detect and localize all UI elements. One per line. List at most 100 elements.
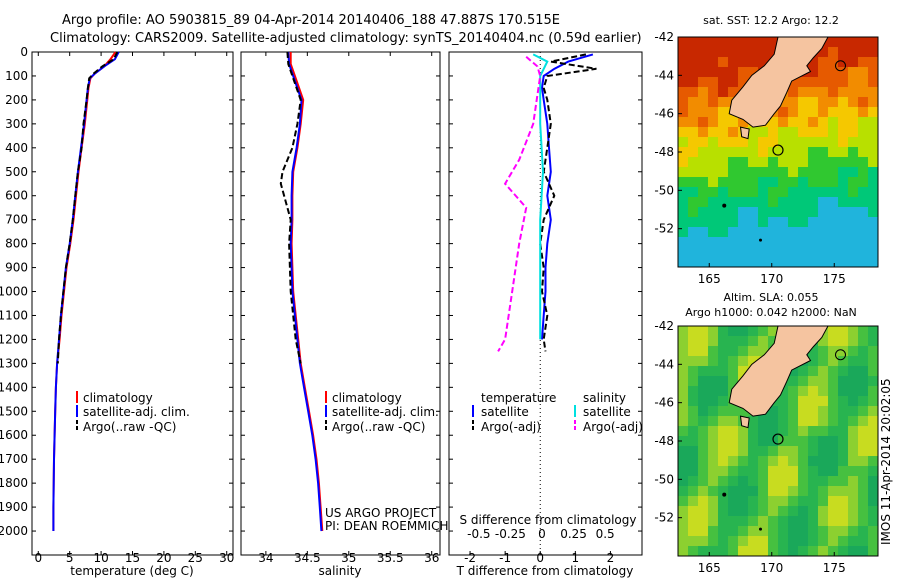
map-cell xyxy=(818,506,829,517)
map-cell xyxy=(808,107,819,118)
map-cell xyxy=(818,177,829,188)
series-line xyxy=(289,52,324,532)
map-cell xyxy=(858,366,869,377)
map-cell xyxy=(738,546,749,557)
map-cell xyxy=(728,476,739,487)
map-cell xyxy=(848,187,859,198)
map-cell xyxy=(848,257,859,268)
map-cell xyxy=(758,456,769,467)
map-cell xyxy=(678,137,689,148)
map-cell xyxy=(708,137,719,148)
map-cell xyxy=(678,516,689,527)
map-cell xyxy=(828,546,839,557)
map-cell xyxy=(738,207,749,218)
map-cell xyxy=(678,336,689,347)
map-cell xyxy=(748,147,759,158)
y-tick-label: 1000 xyxy=(0,285,28,299)
map-cell xyxy=(858,396,869,407)
map-cell xyxy=(678,127,689,138)
map-cell xyxy=(698,546,709,557)
map-cell xyxy=(828,386,839,397)
legend-label: satellite xyxy=(583,405,631,419)
map-cell xyxy=(738,436,749,447)
series-line xyxy=(279,51,302,364)
map-cell xyxy=(848,67,859,78)
map-cell xyxy=(868,257,879,268)
map-cell xyxy=(728,416,739,427)
map-cell xyxy=(698,516,709,527)
map-cell xyxy=(838,366,849,377)
map-cell xyxy=(708,356,719,367)
map-cell xyxy=(718,47,729,58)
map-cell xyxy=(688,346,699,357)
map-cell xyxy=(828,107,839,118)
map-cell xyxy=(688,406,699,417)
map-cell xyxy=(828,247,839,258)
map-cell xyxy=(678,506,689,517)
map-cell xyxy=(868,207,879,218)
map-cell xyxy=(728,57,739,68)
map-cell xyxy=(718,536,729,547)
map-cell xyxy=(818,257,829,268)
x-tick-label: 34.5 xyxy=(294,551,321,565)
map-cell xyxy=(708,546,719,557)
map-cell xyxy=(768,137,779,148)
map-cell xyxy=(828,177,839,188)
map-cell xyxy=(708,486,719,497)
map-cell xyxy=(838,506,849,517)
map-cell xyxy=(758,486,769,497)
map-cell xyxy=(808,366,819,377)
map-cell xyxy=(678,87,689,98)
map-cell xyxy=(708,526,719,537)
map-cell xyxy=(838,466,849,477)
x-tick-label: 15 xyxy=(125,551,140,565)
map-cell xyxy=(818,137,829,148)
map-cell xyxy=(798,416,809,427)
map-cell xyxy=(828,536,839,547)
map-cell xyxy=(818,436,829,447)
map-cell xyxy=(688,476,699,487)
map-cell xyxy=(808,486,819,497)
map-cell xyxy=(798,197,809,208)
map-cell xyxy=(678,37,689,48)
map-cell xyxy=(808,217,819,228)
map-cell xyxy=(738,147,749,158)
map-cell xyxy=(828,516,839,527)
map-cell xyxy=(838,47,849,58)
map-cell xyxy=(828,506,839,517)
y-tick-label: 600 xyxy=(5,189,28,203)
map-cell xyxy=(798,167,809,178)
map-cell xyxy=(758,536,769,547)
map-cell xyxy=(768,456,779,467)
map-cell xyxy=(818,157,829,168)
x-tick-label: 5 xyxy=(66,551,74,565)
map-cell xyxy=(728,147,739,158)
map-cell xyxy=(738,77,749,88)
map-cell xyxy=(768,157,779,168)
map-cell xyxy=(748,476,759,487)
y-tick-label: 1600 xyxy=(0,428,28,442)
map-cell xyxy=(708,326,719,337)
map-cell xyxy=(768,227,779,238)
map-cell xyxy=(858,227,869,238)
legend-label: Argo(-adj) xyxy=(481,420,541,434)
map-cell xyxy=(758,137,769,148)
map-cell xyxy=(708,346,719,357)
map-cell xyxy=(788,446,799,457)
map-cell xyxy=(818,107,829,118)
map-cell xyxy=(848,107,859,118)
map-cell xyxy=(838,356,849,367)
map-cell xyxy=(848,516,859,527)
map-cell xyxy=(858,486,869,497)
x-tick-label: 30 xyxy=(219,551,234,565)
map-cell xyxy=(828,376,839,387)
map-cell xyxy=(768,426,779,437)
map-cell xyxy=(688,187,699,198)
map-cell xyxy=(738,227,749,238)
map-cell xyxy=(838,406,849,417)
map-cell xyxy=(868,346,879,357)
map-cell xyxy=(798,536,809,547)
map-cell xyxy=(818,167,829,178)
map-cell xyxy=(858,476,869,487)
map-cell xyxy=(698,336,709,347)
